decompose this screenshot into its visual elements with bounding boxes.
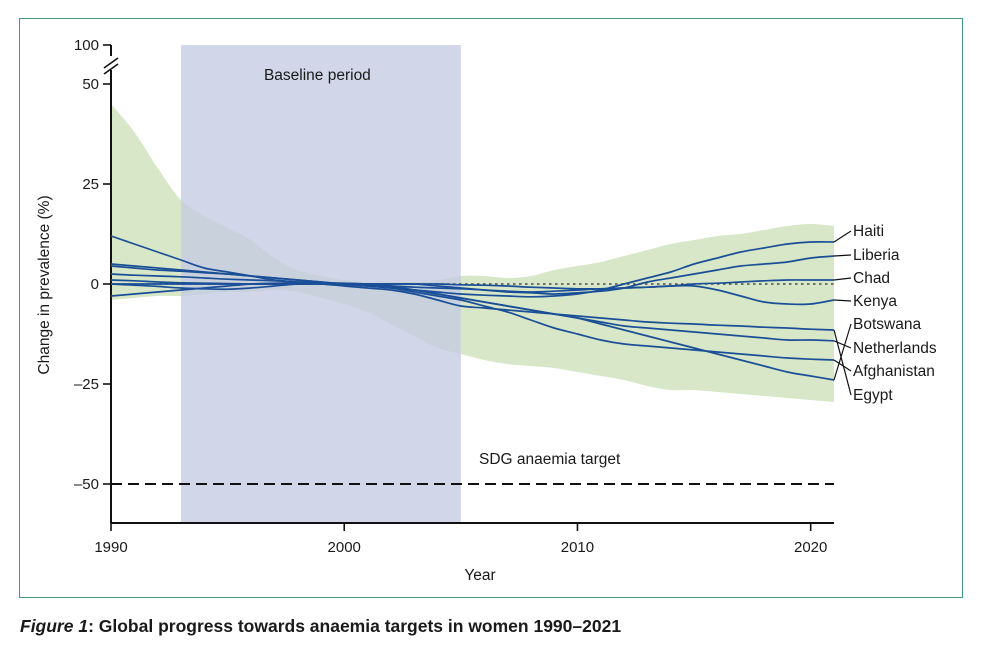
figure-caption: Figure 1: Global progress towards anaemi… — [20, 616, 621, 637]
series-label-leader — [833, 359, 852, 372]
caption-separator: : — [88, 616, 94, 636]
axis-break-mark — [103, 63, 119, 75]
sdg-target-label: SDG anaemia target — [479, 451, 621, 468]
series-label-netherlands: Netherlands — [853, 340, 937, 357]
series-label-afghanistan: Afghanistan — [853, 363, 935, 380]
series-line-netherlands — [110, 279, 835, 342]
series-label-leader — [833, 323, 852, 381]
series-line-afghanistan — [110, 235, 835, 361]
y-tick-label: 25 — [82, 176, 99, 193]
y-tick-label: 0 — [91, 276, 99, 293]
series-line-egypt — [110, 282, 835, 331]
y-axis-title: Change in prevalence (%) — [36, 195, 53, 374]
baseline-period-label: Baseline period — [264, 67, 371, 84]
y-tick-label: –25 — [74, 376, 99, 393]
uncertainty-band-layer — [111, 104, 834, 402]
series-line-kenya — [110, 273, 835, 306]
x-axis-title: Year — [464, 567, 495, 584]
series-label-botswana: Botswana — [853, 316, 921, 333]
axis-break-mark — [103, 57, 119, 69]
y-tick-label: 100 — [74, 37, 99, 54]
series-label-chad: Chad — [853, 270, 890, 287]
series-label-leader — [833, 230, 852, 243]
series-label-egypt: Egypt — [853, 387, 893, 404]
x-tick-label: 1990 — [94, 539, 127, 556]
y-tick-label: –50 — [74, 476, 99, 493]
uncertainty-band — [111, 104, 834, 402]
series-line-chad — [110, 265, 834, 293]
series-layer — [110, 235, 835, 381]
figure-label: Figure 1 — [20, 616, 89, 636]
x-tick-label: 2000 — [328, 539, 361, 556]
series-label-leader — [833, 299, 852, 302]
series-label-kenya: Kenya — [853, 293, 897, 310]
x-tick-label: 2010 — [561, 539, 594, 556]
series-labels-layer: Haiti Liberia Chad Kenya Botswana Netherlands… — [833, 223, 937, 404]
series-label-leader — [833, 254, 852, 257]
caption-title: Global progress towards anaemia targets … — [93, 616, 622, 636]
figure-frame — [19, 18, 963, 598]
series-label-leader — [833, 277, 852, 281]
y-tick-label: 50 — [82, 76, 99, 93]
series-label-leader — [833, 329, 852, 396]
x-tick-label: 2020 — [794, 539, 827, 556]
series-label-liberia: Liberia — [853, 247, 900, 264]
axes-layer: 100 50 25 0 –25 –50 1990 2000 2010 2020 — [74, 37, 834, 556]
series-label-haiti: Haiti — [853, 223, 884, 240]
